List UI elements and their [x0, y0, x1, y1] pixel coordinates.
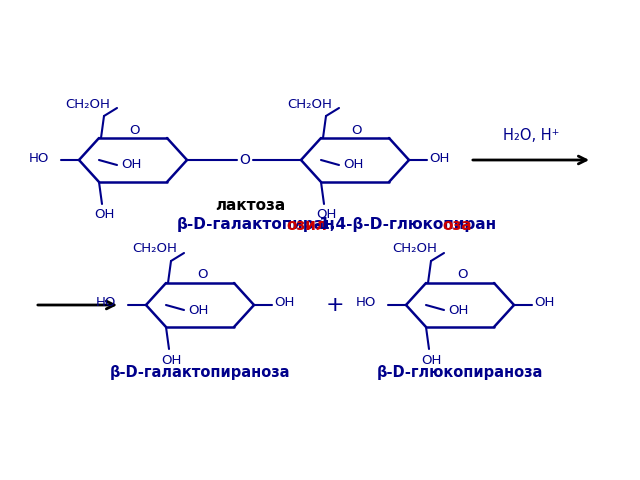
- Text: OH: OH: [188, 303, 208, 316]
- Text: лактоза: лактоза: [215, 197, 285, 213]
- Text: оза: оза: [442, 217, 472, 232]
- Text: OH: OH: [161, 353, 181, 367]
- Text: O: O: [196, 268, 207, 281]
- Text: CH₂OH: CH₂OH: [392, 242, 437, 255]
- Text: OH: OH: [343, 158, 363, 171]
- Text: O: O: [352, 123, 362, 136]
- Text: HO: HO: [356, 297, 376, 310]
- Text: HO: HO: [29, 152, 49, 165]
- Text: ОН: ОН: [316, 208, 336, 221]
- Text: ОН: ОН: [94, 208, 114, 221]
- Text: OH: OH: [448, 303, 468, 316]
- Text: O: O: [239, 153, 250, 167]
- Text: OH: OH: [121, 158, 141, 171]
- Text: HO: HO: [95, 297, 116, 310]
- Text: OH: OH: [274, 297, 294, 310]
- Text: β-D-галактопиран: β-D-галактопиран: [177, 217, 336, 232]
- Text: β-D-глюкопираноза: β-D-глюкопираноза: [377, 364, 543, 380]
- Text: CH₂OH: CH₂OH: [132, 242, 177, 255]
- Text: H₂O, H⁺: H₂O, H⁺: [503, 128, 559, 143]
- Text: -1,4-β-D-глюкопиран: -1,4-β-D-глюкопиран: [313, 217, 497, 232]
- Text: +: +: [326, 295, 344, 315]
- Text: O: O: [457, 268, 467, 281]
- Text: озил: озил: [286, 217, 327, 232]
- Text: OH: OH: [534, 297, 554, 310]
- Text: OH: OH: [421, 353, 441, 367]
- Text: CH₂OH: CH₂OH: [287, 97, 332, 110]
- Text: O: O: [130, 123, 140, 136]
- Text: OH: OH: [429, 152, 449, 165]
- Text: CH₂OH: CH₂OH: [65, 97, 111, 110]
- Text: β-D-галактопираноза: β-D-галактопираноза: [109, 364, 291, 380]
